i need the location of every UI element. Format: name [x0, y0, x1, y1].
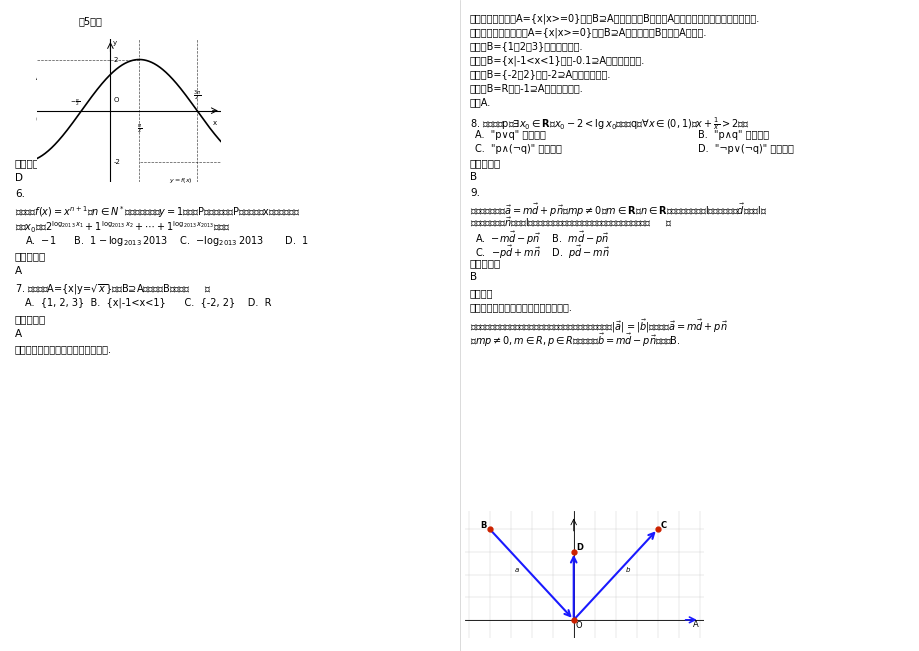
Text: 参考答案：: 参考答案：	[15, 158, 46, 168]
Text: A.  {1, 2, 3}  B.  {x|-1<x<1}      C.  {-2, 2}    D.  R: A. {1, 2, 3} B. {x|-1<x<1} C. {-2, 2} D.…	[25, 297, 271, 307]
Text: $\frac{\pi}{2}$: $\frac{\pi}{2}$	[137, 122, 142, 135]
Text: C.  $-p\vec{d}+m\vec{n}$    D.  $p\vec{d}-m\vec{n}$: C. $-p\vec{d}+m\vec{n}$ D. $p\vec{d}-m\v…	[474, 244, 609, 262]
Text: A.   $f(x)=2\sin(\frac{1}{2}x+\frac{\pi}{4})$: A. $f(x)=2\sin(\frac{1}{2}x+\frac{\pi}{4…	[35, 69, 147, 87]
Text: B.  "p∧q" 是真命题: B. "p∧q" 是真命题	[698, 130, 768, 140]
Text: a: a	[515, 567, 518, 574]
Text: 已知光线沿向量$\vec{a}=m\vec{d}+p\vec{n}$（$mp\neq 0$，$m\in\mathbf{R}$，$n\in\mathbf{R}$）: 已知光线沿向量$\vec{a}=m\vec{d}+p\vec{n}$（$mp\n…	[470, 202, 766, 219]
Text: B: B	[470, 172, 477, 182]
Text: A: A	[692, 620, 698, 629]
Text: 【解答】解：因为集合A={x|x>=0}，且B⊇A，所以集合B是集合A的子集.: 【解答】解：因为集合A={x|x>=0}，且B⊇A，所以集合B是集合A的子集.	[470, 27, 707, 38]
Text: 【考点】集合的包含关系判断及应用.: 【考点】集合的包含关系判断及应用.	[15, 344, 112, 354]
Text: C.  "p∧(¬q)" 是真命题: C. "p∧(¬q)" 是真命题	[474, 144, 562, 154]
Text: $y=f(x)$: $y=f(x)$	[169, 176, 193, 185]
Text: A: A	[15, 266, 22, 276]
Text: B: B	[480, 521, 486, 530]
Text: C.   $f(x)=2\sin(x+\frac{\pi}{4})$: C. $f(x)=2\sin(x+\frac{\pi}{4})$	[35, 113, 142, 130]
Text: 【分析】: 【分析】	[470, 288, 493, 298]
Text: 参考答案：: 参考答案：	[470, 258, 501, 268]
Text: A.  $-1$      B.  $1-\log_{2013}2013$    C.  $-\log_{2013}2013$       D.  $1$: A. $-1$ B. $1-\log_{2013}2013$ C. $-\log…	[25, 234, 308, 248]
Text: 第5题图: 第5题图	[78, 16, 102, 26]
Text: D: D	[15, 173, 23, 183]
Text: A.  $-m\vec{d}-p\vec{n}$    B.  $m\vec{d}-p\vec{n}$: A. $-m\vec{d}-p\vec{n}$ B. $m\vec{d}-p\v…	[474, 230, 608, 247]
Text: 根据入射角等于反射角的性质作图即得.: 根据入射角等于反射角的性质作图即得.	[470, 302, 573, 312]
Text: 已知函数$f(x)=x^{n+1}$（$n\in N^*$）的图象与直线$y=1$交于点P，若图象在点P处的切线与x轴交点的横坐: 已知函数$f(x)=x^{n+1}$（$n\in N^*$）的图象与直线$y=1…	[15, 204, 300, 220]
Text: x: x	[213, 120, 217, 126]
Text: 参考答案：: 参考答案：	[15, 314, 46, 324]
Text: A.  "p∨q" 是假命题: A. "p∨q" 是假命题	[474, 130, 545, 140]
Text: -2: -2	[113, 159, 119, 165]
Text: A: A	[15, 329, 22, 339]
Text: 8. 已知命题p：$\exists x_0\in\mathbf{R}$，$x_0-2<\lg x_0$；命题q：$\forall x\in(0,1)$，$x+\: 8. 已知命题p：$\exists x_0\in\mathbf{R}$，$x_0…	[470, 115, 749, 132]
Text: 一个方向向量，$\vec{n}$是直线l的一个法向量，则反射光线的方向向量一定可以表示为（     ）: 一个方向向量，$\vec{n}$是直线l的一个法向量，则反射光线的方向向量一定可…	[470, 216, 672, 229]
Text: 7. 已知集合A={x|y=$\sqrt{x}$}，且B⊇A，则集合B可能是（     ）: 7. 已知集合A={x|y=$\sqrt{x}$}，且B⊇A，则集合B可能是（ …	[15, 282, 210, 297]
Text: y: y	[113, 40, 117, 46]
Text: 标为$x_0$，则$2^{\log_{2013}x_1}+1^{\log_{2013}x_2}+\cdots+1^{\log_{2013}x_{2013}}$的: 标为$x_0$，则$2^{\log_{2013}x_1}+1^{\log_{20…	[15, 219, 230, 234]
Text: 当集合B={1，2，3}时，满足题意.: 当集合B={1，2，3}时，满足题意.	[470, 41, 583, 51]
Text: 故选A.: 故选A.	[470, 97, 491, 107]
Text: 6.: 6.	[15, 189, 25, 199]
Text: 参考答案：: 参考答案：	[15, 251, 46, 261]
Text: 2: 2	[113, 57, 118, 62]
Text: B: B	[470, 272, 477, 282]
Text: 参考答案：: 参考答案：	[470, 158, 501, 168]
Text: D.   $f(x)=4\sin(\frac{1}{2}x+\frac{\pi}{4})$: D. $f(x)=4\sin(\frac{1}{2}x+\frac{\pi}{4…	[35, 135, 148, 154]
Text: C: C	[660, 521, 666, 530]
Text: （$mp\neq 0,m\in R, p\in R$）时，向量$\vec{b}=m\vec{d}-p\vec{n}$，故选B.: （$mp\neq 0,m\in R, p\in R$）时，向量$\vec{b}=…	[470, 332, 680, 350]
Text: O: O	[113, 97, 119, 103]
Text: O: O	[575, 621, 582, 630]
Text: 当集合B={x|-1<x<1}时，-0.1⊇A，不满足题意.: 当集合B={x|-1<x<1}时，-0.1⊇A，不满足题意.	[470, 55, 644, 66]
Text: 【分析】通过集合A={x|x>=0}，且B⊇A，说明集合B是集合A的子集，对照选项即可求出结果.: 【分析】通过集合A={x|x>=0}，且B⊇A，说明集合B是集合A的子集，对照选…	[470, 13, 759, 23]
Text: $\frac{3\pi}{2}$: $\frac{3\pi}{2}$	[193, 89, 201, 103]
Text: 当集合B={-2，2}时，-2⊇A，不满足题意.: 当集合B={-2，2}时，-2⊇A，不满足题意.	[470, 69, 611, 79]
Text: 当集合B=R时，-1⊇A，不满足题意.: 当集合B=R时，-1⊇A，不满足题意.	[470, 83, 584, 93]
Text: D.  "¬p∨(¬q)" 是假命题: D. "¬p∨(¬q)" 是假命题	[698, 144, 793, 154]
Text: b: b	[626, 567, 630, 574]
Text: 【详解】不妨设入射光线与反射光线的方向向量模相等，即如图中$|\vec{a}|=|\vec{b}|$，则向量$\vec{a}=m\vec{d}+p\vec{n}: 【详解】不妨设入射光线与反射光线的方向向量模相等，即如图中$|\vec{a}|=…	[470, 318, 727, 335]
Text: 9.: 9.	[470, 188, 480, 198]
Text: D: D	[575, 542, 583, 551]
Text: B.   $f(x)=4\sin(\frac{1}{2}x+\frac{3\pi}{4})$: B. $f(x)=4\sin(\frac{1}{2}x+\frac{3\pi}{…	[35, 91, 152, 109]
Text: $-\frac{\pi}{2}$: $-\frac{\pi}{2}$	[70, 98, 80, 109]
